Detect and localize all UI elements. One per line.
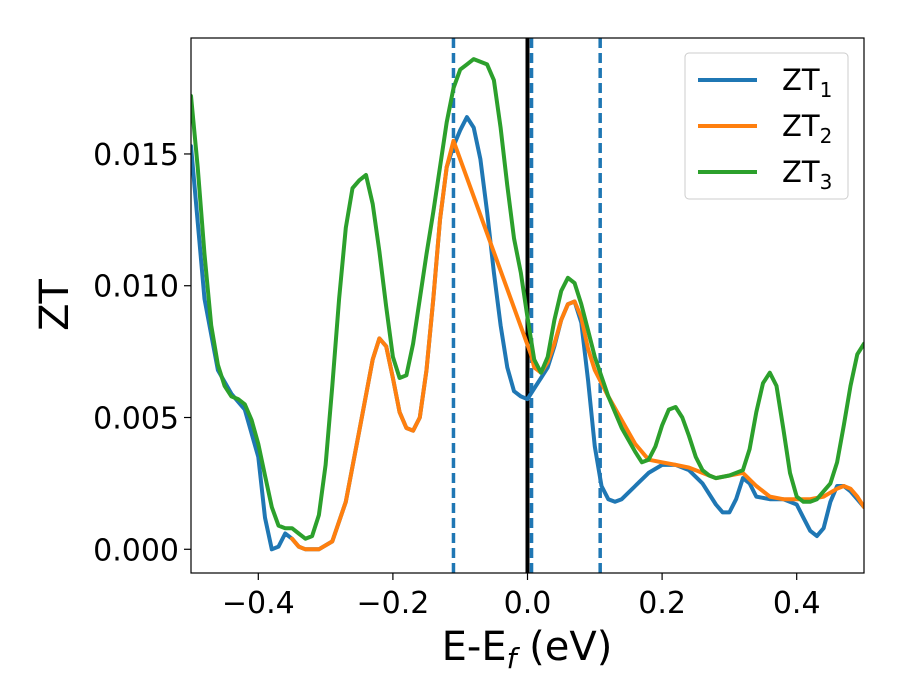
x-tick-label: 0.4 xyxy=(773,586,821,621)
y-axis: 0.000 0.005 0.010 0.015 xyxy=(93,138,191,568)
y-tick-label: 0.015 xyxy=(93,138,179,173)
y-axis-title: ZT xyxy=(32,279,78,331)
x-tick-label: −0.4 xyxy=(222,586,295,621)
legend-label-zt2: ZT2 xyxy=(782,109,832,148)
series-line-zt3 xyxy=(191,57,864,541)
series-lines xyxy=(191,57,864,552)
x-tick-label: 0.2 xyxy=(638,586,686,621)
series-line-zt2 xyxy=(290,138,864,552)
y-tick-label: 0.000 xyxy=(93,533,179,568)
legend: ZT1 ZT2 ZT3 xyxy=(684,52,849,200)
y-tick-label: 0.010 xyxy=(93,270,179,305)
legend-box xyxy=(684,52,849,200)
x-tick-label: 0.0 xyxy=(504,586,552,621)
legend-label-zt3: ZT3 xyxy=(782,155,832,194)
x-axis-title: E-Ef (eV) xyxy=(442,624,613,675)
y-tick-label: 0.005 xyxy=(93,402,179,437)
x-axis: −0.4 −0.2 0.0 0.2 0.4 xyxy=(222,573,821,621)
x-tick-label: −0.2 xyxy=(356,586,429,621)
legend-label-zt1: ZT1 xyxy=(782,63,832,102)
